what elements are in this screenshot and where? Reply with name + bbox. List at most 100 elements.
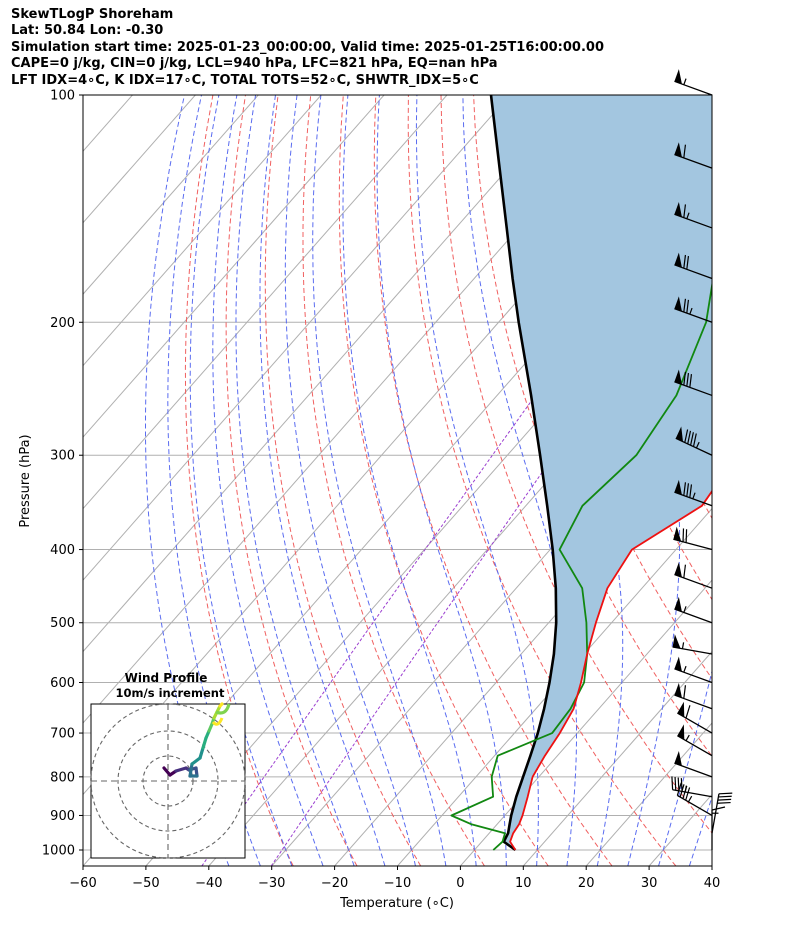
moist-adiabat bbox=[342, 95, 477, 866]
wind-barb bbox=[674, 202, 713, 229]
moist-adiabat bbox=[235, 95, 355, 866]
dry-adiabat bbox=[184, 95, 294, 866]
inset-title: Wind Profile bbox=[125, 671, 208, 685]
hodograph-ring bbox=[117, 730, 219, 832]
dry-adiabat bbox=[302, 95, 485, 866]
wind-barb bbox=[674, 69, 713, 96]
wind-barb bbox=[676, 782, 713, 817]
wind-barb bbox=[674, 750, 713, 778]
moist-adiabat bbox=[189, 95, 293, 866]
hodograph-segment bbox=[198, 746, 205, 760]
wind-barb bbox=[674, 142, 713, 169]
hodograph-segment bbox=[211, 717, 224, 726]
dry-adiabat bbox=[473, 95, 712, 758]
dry-adiabat bbox=[734, 95, 794, 866]
x-tick-label: 0 bbox=[456, 876, 464, 891]
parcel-profile-line bbox=[489, 95, 558, 852]
inset-subtitle: 10m/s increment bbox=[116, 686, 225, 700]
x-tick-label: −30 bbox=[258, 876, 285, 891]
wind-barb bbox=[672, 634, 713, 655]
wind-barb bbox=[674, 369, 713, 397]
y-tick-label: 600 bbox=[50, 676, 75, 691]
dry-adiabat bbox=[701, 95, 712, 138]
wind-barb bbox=[674, 252, 713, 280]
y-axis-ticks: 100 200 300 400 500 600 700 800 900 1000 bbox=[42, 89, 83, 859]
isotherm bbox=[83, 95, 259, 295]
isotherm bbox=[460, 579, 712, 866]
hodograph-segment bbox=[215, 703, 231, 715]
x-tick-label: −50 bbox=[132, 876, 159, 891]
chart-header: SkewTLogP Shoreham Lat: 50.84 Lon: -0.30… bbox=[11, 7, 604, 89]
y-tick-label: 200 bbox=[50, 316, 75, 331]
isotherm bbox=[711, 865, 712, 866]
cape-cin-shading bbox=[491, 95, 712, 850]
dry-adiabat bbox=[225, 95, 358, 866]
wind-barb bbox=[673, 526, 713, 551]
moist-adiabat bbox=[212, 95, 324, 866]
y-tick-label: 700 bbox=[50, 727, 75, 742]
wind-barb bbox=[677, 701, 713, 734]
temperature-line bbox=[509, 489, 712, 851]
indices-line-1: CAPE=0 j/kg, CIN=0 j/kg, LCL=940 hPa, LF… bbox=[11, 56, 498, 72]
wind-barb bbox=[674, 562, 713, 589]
wind-barb bbox=[711, 792, 733, 834]
moist-adiabat bbox=[720, 95, 794, 866]
moist-adiabat bbox=[259, 95, 386, 866]
hodograph-segment bbox=[201, 736, 208, 750]
dry-adiabat bbox=[407, 95, 677, 866]
dry-adiabat bbox=[767, 95, 794, 866]
wind-profile-inset: Wind Profile 10m/s increment bbox=[90, 671, 246, 859]
isotherm bbox=[83, 95, 448, 510]
isotherm bbox=[397, 507, 712, 866]
isotherm bbox=[522, 650, 712, 866]
wind-barbs bbox=[671, 69, 733, 851]
x-tick-label: −40 bbox=[195, 876, 222, 891]
isotherm bbox=[775, 95, 794, 866]
hodograph-segment bbox=[174, 766, 188, 773]
dry-adiabat bbox=[264, 95, 422, 866]
moist-adiabat bbox=[312, 95, 447, 866]
y-tick-label: 500 bbox=[50, 616, 75, 631]
location-line: Lat: 50.84 Lon: -0.30 bbox=[11, 23, 164, 39]
wind-barb bbox=[671, 776, 713, 798]
hodograph-segment bbox=[190, 756, 202, 766]
chart-title: SkewTLogP Shoreham bbox=[11, 7, 174, 22]
wind-barb bbox=[674, 682, 713, 710]
y-tick-label: 1000 bbox=[42, 844, 75, 859]
x-tick-label: −10 bbox=[384, 876, 411, 891]
x-tick-label: −20 bbox=[321, 876, 348, 891]
wind-barb bbox=[677, 724, 713, 757]
profile-lines bbox=[450, 95, 712, 852]
hodograph-segment bbox=[218, 702, 224, 708]
x-tick-label: 10 bbox=[515, 876, 532, 891]
wind-barb bbox=[674, 656, 713, 684]
y-tick-label: 800 bbox=[50, 770, 75, 785]
wind-barb bbox=[674, 479, 713, 507]
y-tick-label: 900 bbox=[50, 809, 75, 824]
wind-barb bbox=[675, 426, 713, 456]
x-axis-label: Temperature (∘C) bbox=[339, 896, 454, 911]
x-tick-label: 40 bbox=[704, 876, 721, 891]
dry-adiabat bbox=[440, 95, 712, 834]
moist-adiabat bbox=[376, 95, 507, 866]
isotherm bbox=[83, 95, 511, 581]
moist-adiabat bbox=[462, 95, 577, 866]
y-tick-label: 100 bbox=[50, 89, 75, 104]
y-tick-label: 400 bbox=[50, 543, 75, 558]
wind-barb bbox=[674, 296, 713, 323]
x-tick-label: 30 bbox=[641, 876, 658, 891]
isotherm bbox=[83, 95, 574, 653]
x-tick-label: −60 bbox=[69, 876, 96, 891]
time-line: Simulation start time: 2025-01-23_00:00:… bbox=[11, 39, 604, 55]
indices-line-2: LFT IDX=4∘C, K IDX=17∘C, TOTAL TOTS=52∘C… bbox=[11, 72, 479, 88]
x-tick-label: 20 bbox=[578, 876, 595, 891]
wind-barb bbox=[711, 806, 726, 851]
wind-barb bbox=[674, 596, 713, 624]
y-axis-label: Pressure (hPa) bbox=[18, 434, 33, 527]
isotherm bbox=[83, 95, 385, 438]
dry-adiabat bbox=[373, 95, 613, 866]
hodograph-segment bbox=[188, 762, 194, 778]
y-tick-label: 300 bbox=[50, 449, 75, 464]
x-axis-ticks: −60 −50 −40 −30 −20 −10 0 10 20 30 40 bbox=[69, 866, 720, 891]
